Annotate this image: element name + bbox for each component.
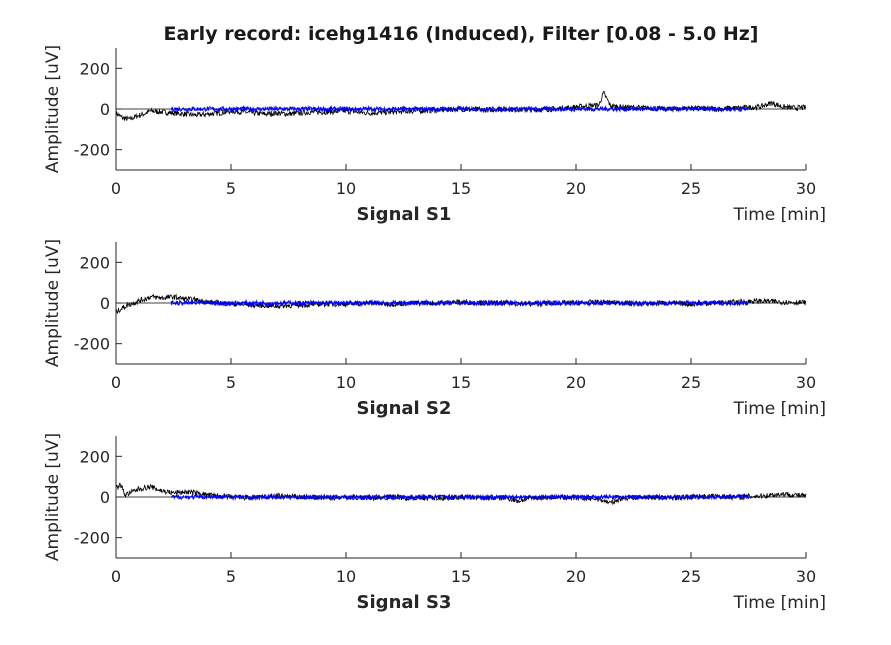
x-tick-label: 20 [566, 179, 586, 198]
x-tick-label: 25 [681, 373, 701, 392]
x-axis-label: Time [min] [733, 205, 826, 225]
x-tick-label: 0 [111, 373, 121, 392]
y-tick-label: 200 [79, 447, 110, 466]
x-tick-label: 5 [226, 567, 236, 586]
x-tick-label: 10 [336, 373, 356, 392]
subplot-label: Signal S2 [357, 398, 452, 419]
y-tick-label: -200 [74, 335, 110, 354]
y-tick-label: -200 [74, 141, 110, 160]
x-tick-label: 20 [566, 373, 586, 392]
highlight-trace [170, 298, 749, 307]
chart-title: Early record: icehg1416 (Induced), Filte… [164, 23, 759, 45]
x-tick-label: 30 [796, 373, 816, 392]
y-tick-label: 0 [100, 100, 110, 119]
x-tick-label: 30 [796, 179, 816, 198]
x-tick-label: 30 [796, 567, 816, 586]
y-axis-label: Amplitude [uV] [43, 433, 63, 561]
x-tick-label: 25 [681, 179, 701, 198]
x-tick-label: 15 [451, 567, 471, 586]
x-tick-label: 10 [336, 179, 356, 198]
x-tick-label: 20 [566, 567, 586, 586]
x-axis-label: Time [min] [733, 593, 826, 613]
y-tick-label: 200 [79, 253, 110, 272]
x-tick-label: 25 [681, 567, 701, 586]
subplot-label: Signal S1 [357, 204, 452, 225]
y-axis-label: Amplitude [uV] [43, 239, 63, 367]
x-tick-label: 0 [111, 179, 121, 198]
subplot-label: Signal S3 [357, 592, 452, 613]
x-tick-label: 0 [111, 567, 121, 586]
signal-trace [115, 482, 807, 506]
y-tick-label: 0 [100, 294, 110, 313]
x-tick-label: 5 [226, 373, 236, 392]
y-axis-label: Amplitude [uV] [43, 45, 63, 173]
highlight-trace [170, 104, 749, 114]
y-tick-label: 200 [79, 59, 110, 78]
x-axis-label: Time [min] [733, 399, 826, 419]
x-tick-label: 5 [226, 179, 236, 198]
x-tick-label: 15 [451, 179, 471, 198]
y-tick-label: 0 [100, 488, 110, 507]
highlight-trace [171, 493, 749, 502]
x-tick-label: 15 [451, 373, 471, 392]
y-tick-label: -200 [74, 529, 110, 548]
x-tick-label: 10 [336, 567, 356, 586]
